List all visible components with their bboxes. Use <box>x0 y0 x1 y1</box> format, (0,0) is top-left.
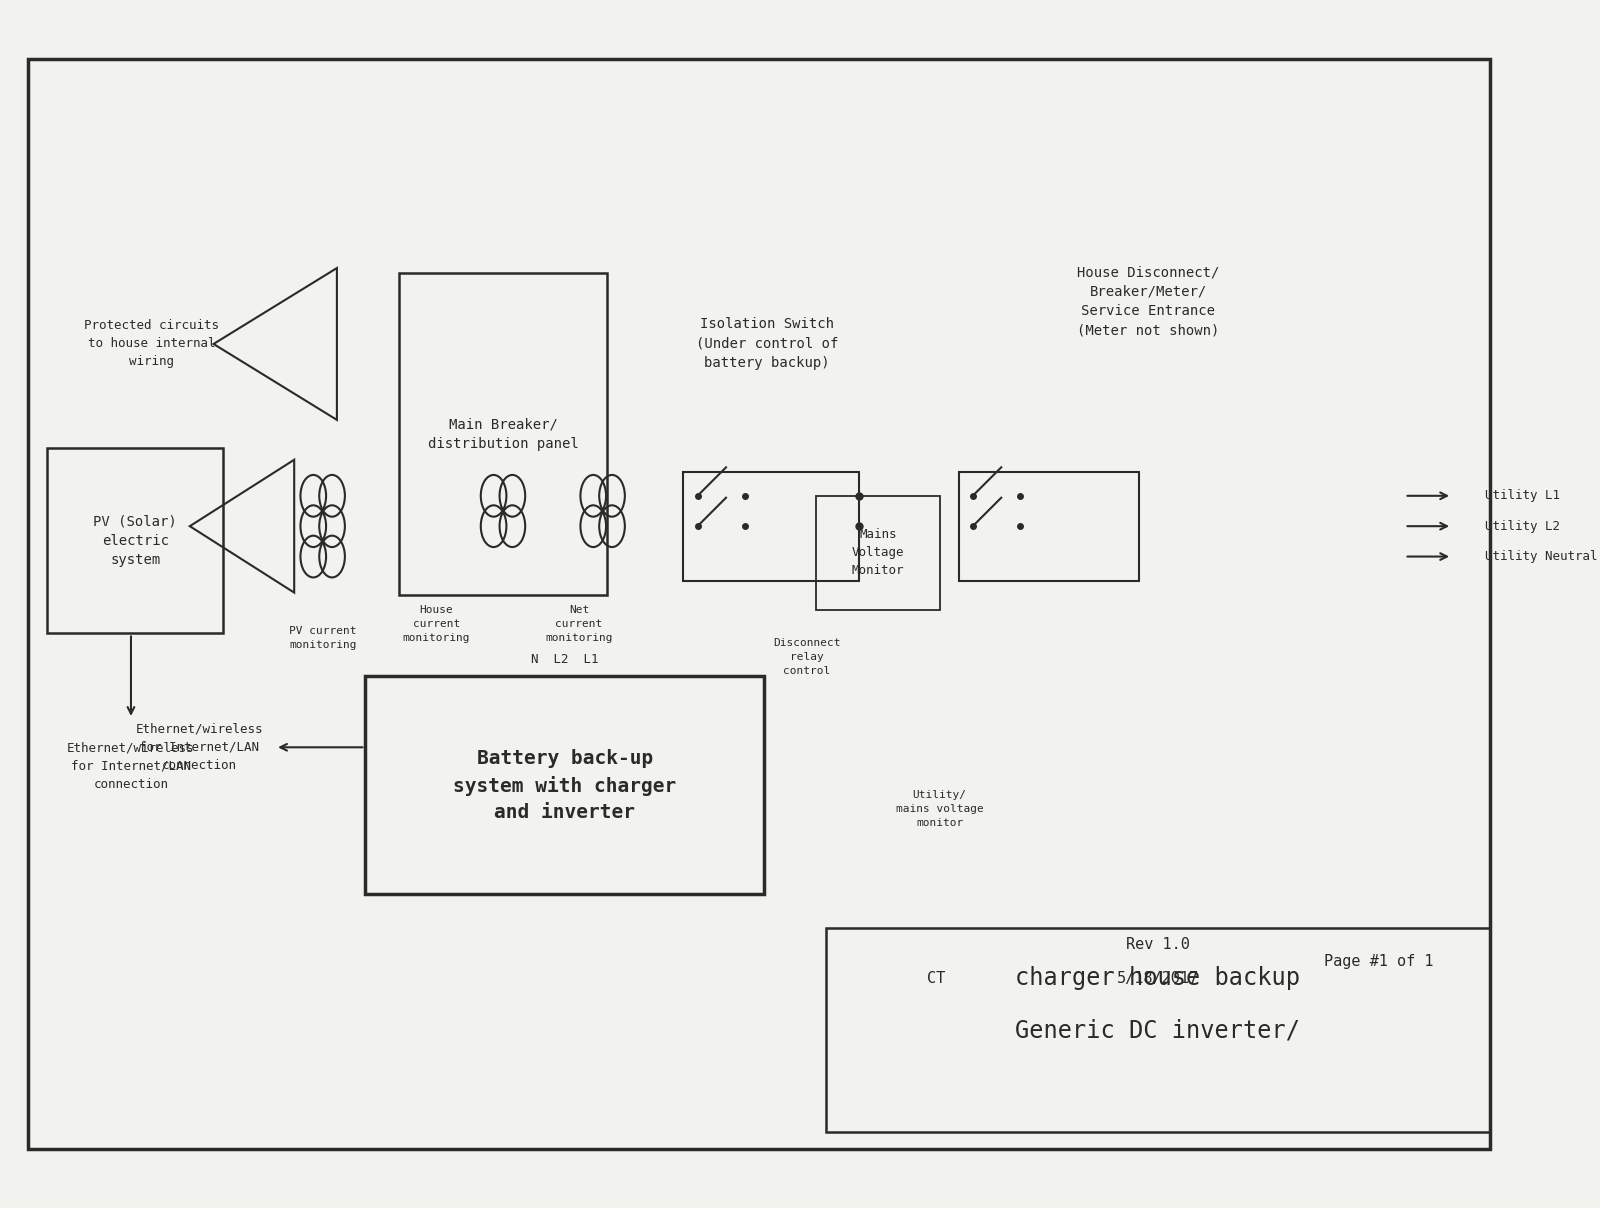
Text: House
current
monitoring: House current monitoring <box>403 605 470 643</box>
Text: Net
current
monitoring: Net current monitoring <box>546 605 613 643</box>
Text: Utility L1: Utility L1 <box>1485 489 1560 503</box>
Text: Main Breaker/
distribution panel: Main Breaker/ distribution panel <box>427 418 578 451</box>
Text: Generic DC inverter/: Generic DC inverter/ <box>1016 1018 1301 1043</box>
Bar <box>365 676 763 894</box>
Bar <box>816 495 939 610</box>
Bar <box>958 472 1139 581</box>
Text: charger house backup: charger house backup <box>1016 966 1301 989</box>
Bar <box>398 273 608 596</box>
Text: Battery back-up
system with charger
and inverter: Battery back-up system with charger and … <box>453 749 677 821</box>
Text: N  L2  L1: N L2 L1 <box>531 652 598 666</box>
Text: Protected circuits
to house internal
wiring: Protected circuits to house internal wir… <box>85 319 219 368</box>
Text: Disconnect
relay
control: Disconnect relay control <box>773 638 840 676</box>
Text: Rev 1.0: Rev 1.0 <box>1126 937 1190 952</box>
Text: Page #1 of 1: Page #1 of 1 <box>1325 954 1434 969</box>
Text: PV current
monitoring: PV current monitoring <box>290 626 357 650</box>
Text: Ethernet/wireless
for Internet/LAN
connection: Ethernet/wireless for Internet/LAN conne… <box>67 742 195 791</box>
Text: Utility Neutral: Utility Neutral <box>1485 550 1598 563</box>
Bar <box>48 448 222 633</box>
Bar <box>683 472 859 581</box>
Text: Utility/
mains voltage
monitor: Utility/ mains voltage monitor <box>896 790 984 827</box>
Bar <box>826 928 1490 1132</box>
Text: PV (Solar)
electric
system: PV (Solar) electric system <box>93 515 178 568</box>
Text: 5/18/2017: 5/18/2017 <box>1117 971 1198 987</box>
Text: CT: CT <box>926 971 946 987</box>
Text: Mains
Voltage
Monitor: Mains Voltage Monitor <box>851 528 904 577</box>
Text: Isolation Switch
(Under control of
battery backup): Isolation Switch (Under control of batte… <box>696 318 838 371</box>
Text: Ethernet/wireless
for Internet/LAN
connection: Ethernet/wireless for Internet/LAN conne… <box>136 722 262 772</box>
Text: Utility L2: Utility L2 <box>1485 519 1560 533</box>
Text: House Disconnect/
Breaker/Meter/
Service Entrance
(Meter not shown): House Disconnect/ Breaker/Meter/ Service… <box>1077 265 1219 337</box>
